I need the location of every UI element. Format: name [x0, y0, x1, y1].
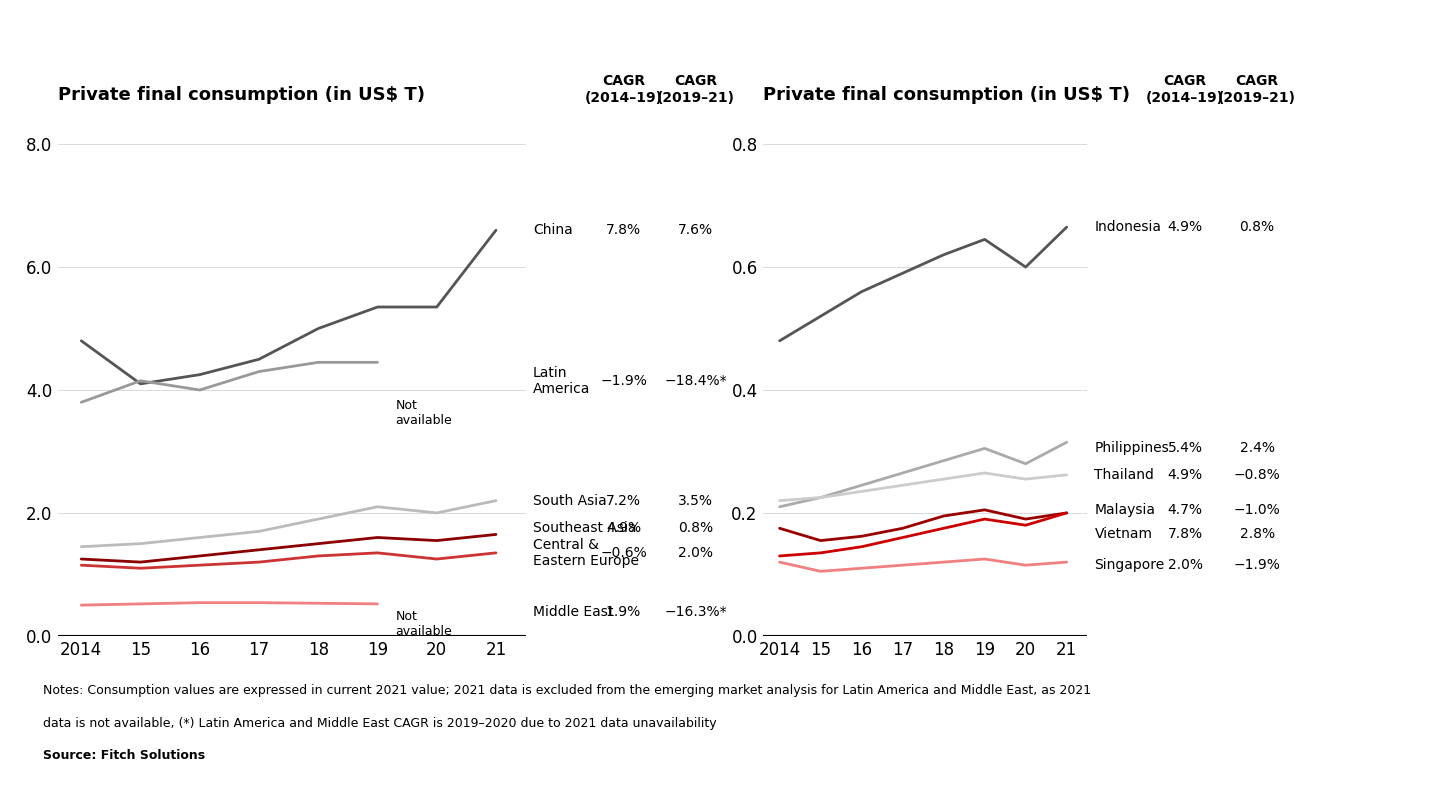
Text: Source: Fitch Solutions: Source: Fitch Solutions — [43, 749, 206, 762]
Text: 2.0%: 2.0% — [678, 546, 713, 560]
Text: Notes: Consumption values are expressed in current 2021 value; 2021 data is excl: Notes: Consumption values are expressed … — [43, 684, 1092, 697]
Text: CAGR
(2014–19): CAGR (2014–19) — [1146, 74, 1224, 105]
Text: Southeast Asia: Southeast Asia — [533, 522, 636, 535]
Text: Central &
Eastern Europe: Central & Eastern Europe — [533, 538, 639, 568]
Text: Malaysia: Malaysia — [1094, 503, 1155, 517]
Text: Private final consumption (in US$ T): Private final consumption (in US$ T) — [763, 86, 1130, 104]
Text: 4.9%: 4.9% — [1168, 468, 1202, 482]
Text: 2.8%: 2.8% — [1240, 527, 1274, 541]
Text: Not
available: Not available — [395, 399, 452, 427]
Text: Private final consumption (in US$ T): Private final consumption (in US$ T) — [58, 86, 425, 104]
Text: Philippines: Philippines — [1094, 441, 1169, 455]
Text: 5.4%: 5.4% — [1168, 441, 1202, 455]
Text: 4.9%: 4.9% — [1168, 220, 1202, 234]
Text: −0.8%: −0.8% — [1234, 468, 1280, 482]
Text: Not
available: Not available — [395, 610, 452, 638]
Text: −1.0%: −1.0% — [1234, 503, 1280, 517]
Text: China: China — [533, 224, 573, 237]
Text: 1.9%: 1.9% — [606, 606, 641, 620]
Text: 7.2%: 7.2% — [606, 493, 641, 508]
Text: −0.6%: −0.6% — [600, 546, 647, 560]
Text: 4.7%: 4.7% — [1168, 503, 1202, 517]
Text: Latin
America: Latin America — [533, 365, 590, 396]
Text: Vietnam: Vietnam — [1094, 527, 1152, 541]
Text: 3.5%: 3.5% — [678, 493, 713, 508]
Text: CAGR
(2019–21): CAGR (2019–21) — [1218, 74, 1296, 105]
Text: −16.3%*: −16.3%* — [664, 606, 727, 620]
Text: Singapore: Singapore — [1094, 558, 1165, 572]
Text: South Asia: South Asia — [533, 493, 606, 508]
Text: 7.8%: 7.8% — [1168, 527, 1202, 541]
Text: data is not available, (*) Latin America and Middle East CAGR is 2019–2020 due t: data is not available, (*) Latin America… — [43, 717, 717, 730]
Text: −1.9%: −1.9% — [600, 373, 647, 388]
Text: 7.8%: 7.8% — [606, 224, 641, 237]
Text: −18.4%*: −18.4%* — [664, 373, 727, 388]
Text: 2.0%: 2.0% — [1168, 558, 1202, 572]
Text: CAGR
(2019–21): CAGR (2019–21) — [657, 74, 734, 105]
Text: CAGR
(2014–19): CAGR (2014–19) — [585, 74, 662, 105]
Text: Indonesia: Indonesia — [1094, 220, 1162, 234]
Text: 4.9%: 4.9% — [606, 522, 641, 535]
Text: −1.9%: −1.9% — [1234, 558, 1280, 572]
Text: 7.6%: 7.6% — [678, 224, 713, 237]
Text: 0.8%: 0.8% — [1240, 220, 1274, 234]
Text: 0.8%: 0.8% — [678, 522, 713, 535]
Text: Middle East: Middle East — [533, 606, 613, 620]
Text: 2.4%: 2.4% — [1240, 441, 1274, 455]
Text: Thailand: Thailand — [1094, 468, 1155, 482]
